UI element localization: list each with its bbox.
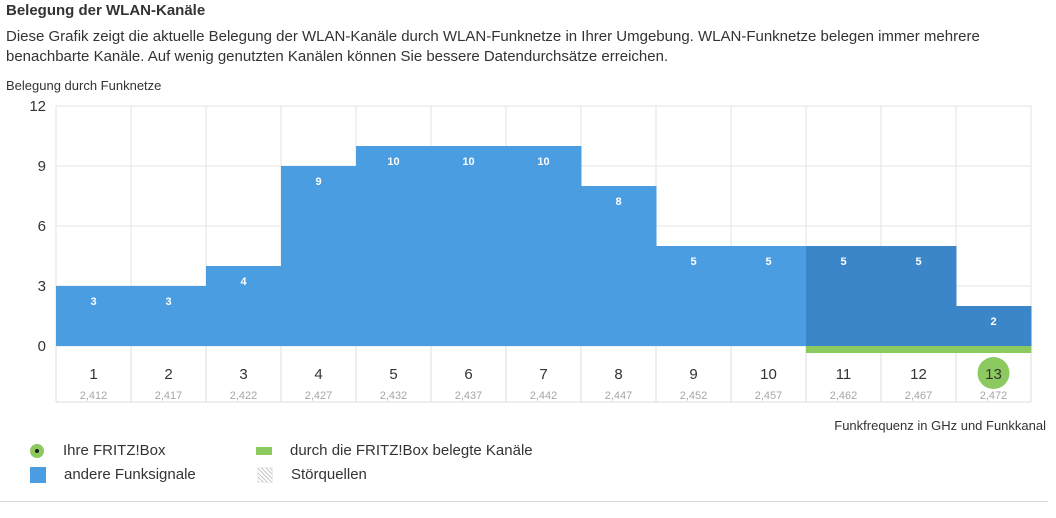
legend-label-own-box: Ihre FRITZ!Box bbox=[63, 442, 166, 459]
bar-channel-3 bbox=[206, 266, 282, 346]
legend-item-interference: Störquellen bbox=[257, 466, 367, 483]
x-tick-channel: 1 bbox=[89, 366, 97, 383]
bar-channel-2 bbox=[131, 286, 207, 346]
x-tick-frequency: 2,422 bbox=[230, 390, 258, 402]
bar-value-label: 5 bbox=[840, 256, 846, 268]
bar-value-label: 3 bbox=[165, 296, 171, 308]
y-ticks: 0 3 6 9 12 bbox=[29, 98, 46, 355]
x-tick-frequency: 2,472 bbox=[980, 390, 1008, 402]
bar-value-label: 10 bbox=[387, 156, 399, 168]
section-description: Diese Grafik zeigt die aktuelle Belegung… bbox=[6, 28, 980, 65]
bar-value-label: 10 bbox=[462, 156, 474, 168]
x-tick-channel: 7 bbox=[539, 366, 547, 383]
bar-value-label: 2 bbox=[990, 316, 996, 328]
x-tick-channel: 8 bbox=[614, 366, 622, 383]
x-tick-frequency: 2,452 bbox=[680, 390, 708, 402]
legend-label-interference: Störquellen bbox=[291, 466, 367, 483]
x-tick-channel: 12 bbox=[910, 366, 927, 383]
bar-value-label: 3 bbox=[90, 296, 96, 308]
y-axis-title: Belegung durch Funknetze bbox=[6, 78, 162, 93]
occupied-channel-marker bbox=[956, 346, 1032, 353]
channel-usage-chart: 3 3 4 9 10 10 10 8 5 5 5 5 2 0 3 6 9 12 1 2,412 2 2,417 3 2,4… bbox=[29, 98, 1032, 403]
y-tick-label: 0 bbox=[38, 338, 46, 355]
x-tick-channel: 5 bbox=[389, 366, 397, 383]
bar-channel-7 bbox=[506, 146, 582, 346]
x-tick-channel: 3 bbox=[239, 366, 247, 383]
bar-channel-13 bbox=[956, 306, 1032, 346]
bar-channel-11 bbox=[806, 246, 882, 346]
bar-channel-10 bbox=[731, 246, 807, 346]
x-tick-frequency: 2,432 bbox=[380, 390, 408, 402]
x-axis: 1 2,412 2 2,417 3 2,422 4 2,427 5 2,432 6 2,437 7 2,4… bbox=[55, 346, 1032, 403]
x-tick-frequency: 2,437 bbox=[455, 390, 483, 402]
occupied-channels-swatch-icon bbox=[256, 446, 272, 455]
x-tick-frequency: 2,462 bbox=[830, 390, 858, 402]
occupied-channel-marker bbox=[806, 346, 882, 353]
x-tick-channel: 4 bbox=[314, 366, 322, 383]
bar-channel-6 bbox=[431, 146, 507, 346]
legend-item-occupied-channels: durch die FRITZ!Box belegte Kanäle bbox=[256, 442, 533, 459]
bar-value-label: 5 bbox=[765, 256, 771, 268]
bar-value-label: 8 bbox=[615, 196, 621, 208]
y-tick-label: 6 bbox=[38, 218, 46, 235]
y-tick-label: 9 bbox=[38, 158, 46, 175]
bar-channel-5 bbox=[356, 146, 432, 346]
bar-value-label: 5 bbox=[690, 256, 696, 268]
x-tick-channel: 6 bbox=[464, 366, 472, 383]
bar-channel-4 bbox=[281, 166, 357, 346]
divider bbox=[0, 501, 1048, 502]
legend-label-occupied-channels: durch die FRITZ!Box belegte Kanäle bbox=[290, 442, 533, 459]
occupied-channel-marker bbox=[881, 346, 957, 353]
x-tick-frequency: 2,447 bbox=[605, 390, 633, 402]
bar-channel-8 bbox=[581, 186, 657, 346]
own-box-dot-icon bbox=[30, 443, 44, 458]
interference-swatch-icon bbox=[257, 466, 273, 483]
bar-channel-1 bbox=[56, 286, 132, 346]
own-channel-circle-icon bbox=[977, 357, 1010, 389]
x-tick-channel: 2 bbox=[164, 366, 172, 383]
bars bbox=[56, 146, 1032, 346]
bar-channel-12 bbox=[881, 246, 957, 346]
bar-labels: 3 3 4 9 10 10 10 8 5 5 5 5 2 bbox=[90, 156, 996, 328]
x-tick-channel: 10 bbox=[760, 366, 777, 383]
other-signals-swatch-icon bbox=[30, 466, 46, 483]
x-tick-frequency: 2,457 bbox=[755, 390, 783, 402]
bar-value-label: 9 bbox=[315, 176, 321, 188]
bar-channel-9 bbox=[656, 246, 732, 346]
x-tick-frequency: 2,412 bbox=[80, 390, 108, 402]
x-axis-title: Funkfrequenz in GHz und Funkkanal bbox=[834, 418, 1046, 433]
section-title: Belegung der WLAN-Kanäle bbox=[6, 2, 206, 19]
x-tick-frequency: 2,417 bbox=[155, 390, 183, 402]
bar-value-label: 10 bbox=[537, 156, 549, 168]
y-tick-label: 3 bbox=[38, 278, 46, 295]
bar-value-label: 4 bbox=[240, 276, 247, 288]
x-tick-frequency: 2,467 bbox=[905, 390, 933, 402]
y-tick-label: 12 bbox=[29, 98, 46, 115]
x-tick-channel: 9 bbox=[689, 366, 697, 383]
x-tick-channel: 11 bbox=[836, 366, 852, 383]
x-tick-frequency: 2,442 bbox=[530, 390, 558, 402]
x-tick-frequency: 2,427 bbox=[305, 390, 333, 402]
legend-label-other-signals: andere Funksignale bbox=[64, 466, 196, 483]
legend-item-own-box: Ihre FRITZ!Box bbox=[29, 442, 166, 459]
legend-item-other-signals: andere Funksignale bbox=[30, 466, 196, 483]
bar-value-label: 5 bbox=[915, 256, 921, 268]
x-tick-channel: 13 bbox=[985, 366, 1002, 383]
